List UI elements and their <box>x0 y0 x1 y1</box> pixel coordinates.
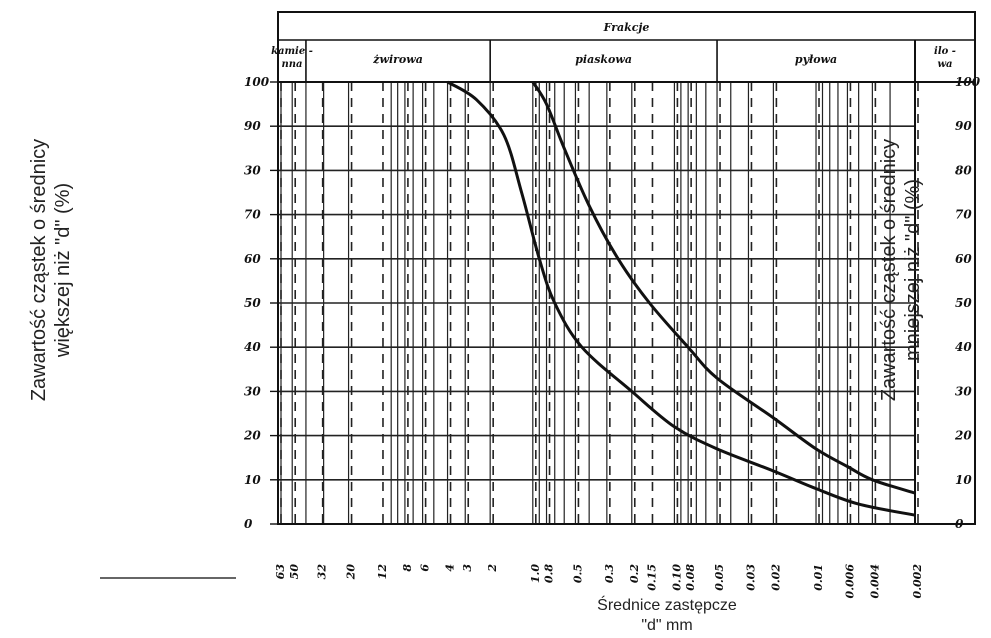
y-tick-label-right: 40 <box>955 340 972 354</box>
x-tick-label: 63 <box>274 564 287 580</box>
y-axis-label-left-line2: większej niż "d" (%) <box>52 183 74 358</box>
x-tick-label: 0.006 <box>843 564 856 599</box>
x-tick-label: 0.2 <box>628 564 641 583</box>
x-tick-label: 12 <box>376 564 389 580</box>
y-tick-label-left: 60 <box>244 252 261 266</box>
y-axis-label-left: Zawartość cząstek o średnicy <box>28 139 50 401</box>
series-group <box>446 80 916 517</box>
plot-frame <box>277 11 976 525</box>
x-tick-label: 0.05 <box>713 564 726 591</box>
y-tick-label-left: 40 <box>244 340 261 354</box>
fractions-header: Frakcje kamie - nna żwirowa piaskowa pyłowa i… <box>271 21 956 70</box>
y-tick-label-right: 100 <box>955 75 981 89</box>
series-line-2 <box>531 81 916 495</box>
fraction-label-cont: nna <box>281 59 302 70</box>
y-tick-label-right: 30 <box>955 384 972 398</box>
y-tick-label-left: 30 <box>244 384 261 398</box>
x-tick-label: 3 <box>461 564 474 572</box>
header-title: Frakcje <box>603 21 650 34</box>
fraction-label: pyłowa <box>795 53 837 66</box>
series-line-1 <box>446 80 916 517</box>
x-tick-label: 0.004 <box>868 564 881 598</box>
y-tick-label-left: 70 <box>244 208 261 222</box>
x-tick-label: 4 <box>444 564 457 572</box>
x-tick-label: 8 <box>401 564 414 572</box>
x-tick-label: 0.002 <box>911 564 924 599</box>
y-axis-label-right: Zawartość cząstek o średnicy <box>878 139 900 401</box>
x-tick-label: 0.08 <box>684 564 697 591</box>
y-tick-label-right: 70 <box>955 208 972 222</box>
y-tick-label-right: 80 <box>955 163 972 177</box>
x-axis-unit: "d" mm <box>641 617 692 634</box>
y-tick-label-right: 10 <box>955 473 972 487</box>
fraction-label-cont: wa <box>937 59 952 70</box>
x-tick-label: 1.0 <box>529 564 542 583</box>
x-tick-label: 50 <box>288 564 301 580</box>
y-tick-label-right: 20 <box>954 429 972 443</box>
x-tick-label: 0.03 <box>744 564 757 591</box>
x-tick-label: 0.01 <box>812 564 825 591</box>
y-tick-label-left: 10 <box>244 473 261 487</box>
y-tick-label-left: 50 <box>244 296 261 310</box>
axis-labels: Zawartość cząstek o średnicy większej ni… <box>28 139 924 634</box>
y-tick-label-left: 90 <box>244 119 261 133</box>
x-tick-label: 32 <box>316 564 329 580</box>
x-tick-label: 0.15 <box>645 564 658 591</box>
x-axis-label: Średnice zastępcze <box>597 595 737 614</box>
x-tick-label: 0.8 <box>543 564 556 583</box>
fraction-label: ilo - <box>934 46 956 57</box>
x-tick-label: 0.02 <box>769 564 782 591</box>
fraction-label: żwirowa <box>372 53 423 66</box>
y-tick-label-right: 50 <box>955 296 972 310</box>
x-tick-label: 2 <box>486 564 499 573</box>
fraction-label: piaskowa <box>575 53 632 66</box>
y-tick-label-left: 0 <box>244 517 253 531</box>
y-tick-label-right: 90 <box>955 119 972 133</box>
x-tick-label: 0.10 <box>670 564 683 591</box>
grid <box>278 82 919 524</box>
y-tick-label-left: 100 <box>244 75 270 89</box>
y-tick-label-right: 60 <box>955 252 972 266</box>
y-tick-label-left: 30 <box>244 163 261 177</box>
x-tick-label: 6 <box>419 564 432 572</box>
x-tick-label: 20 <box>345 564 358 581</box>
x-tick-label: 0.5 <box>571 564 584 583</box>
y-axis-label-right-line2: mniejszej niż "d" (%) <box>902 179 924 361</box>
x-tick-label: 0.3 <box>603 564 616 583</box>
y-tick-label-right: 0 <box>955 517 964 531</box>
y-tick-label-left: 20 <box>243 429 261 443</box>
fraction-label: kamie - <box>271 46 313 57</box>
